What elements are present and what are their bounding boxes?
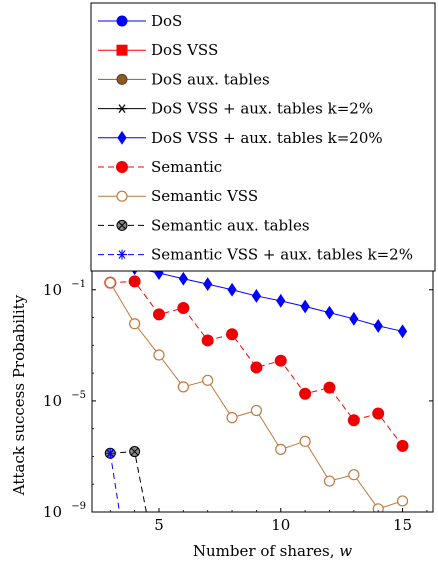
data-point: [129, 318, 141, 330]
data-point: [227, 282, 237, 297]
data-point: [178, 271, 188, 286]
data-point: [226, 412, 238, 424]
data-point: [347, 414, 360, 427]
data-point: [201, 334, 214, 347]
series-semantic-aux-tables: [104, 446, 147, 512]
legend-label: DoS VSS + aux. tables k=20%: [151, 129, 383, 147]
data-point: [372, 503, 384, 512]
x-tick-label: 15: [393, 516, 412, 534]
y-tick-exponent: −5: [71, 390, 86, 401]
data-point: [203, 277, 213, 292]
y-tick-label: 10: [43, 503, 62, 521]
data-point: [348, 469, 360, 481]
data-point: [276, 293, 286, 308]
legend-label: Semantic VSS: [151, 187, 258, 205]
data-point: [396, 495, 409, 507]
data-point: [128, 275, 141, 288]
data-point: [153, 349, 165, 361]
data-point: [202, 374, 214, 386]
data-point: [396, 439, 409, 452]
data-point: [117, 104, 127, 113]
y-tick-label: 10: [43, 281, 62, 299]
data-point: [116, 44, 128, 56]
data-point: [372, 407, 385, 420]
legend-label: DoS: [151, 12, 182, 30]
data-point: [116, 219, 128, 231]
data-point: [250, 361, 263, 374]
x-tick-label: 10: [271, 516, 290, 534]
data-point: [177, 381, 189, 393]
legend-label: DoS VSS: [151, 41, 218, 59]
legend-entry: DoS VSS + aux. tables k=2%: [98, 100, 373, 118]
axes-frame: [91, 261, 434, 513]
legend-entry: DoS VSS + aux. tables k=20%: [98, 129, 383, 147]
y-tick-exponent: −9: [71, 501, 86, 512]
series-semantic-vss: [104, 277, 409, 512]
data-point: [116, 190, 128, 202]
data-point: [177, 302, 190, 315]
data-point: [250, 404, 263, 417]
data-point: [373, 319, 383, 333]
legend-label: DoS VSS + aux. tables k=2%: [151, 100, 373, 118]
series-layer: [104, 262, 409, 512]
axes-layer: 5 10 15 10 −9 10 −5 10 −1 Number of shares, w Atta…: [10, 261, 434, 560]
legend-entry: Semantic aux. tables: [98, 216, 310, 234]
legend-label: Semantic aux. tables: [151, 216, 310, 234]
data-point: [152, 308, 165, 321]
data-point: [349, 311, 359, 326]
series-semantic: [104, 275, 409, 452]
data-point: [116, 161, 128, 173]
data-point: [117, 130, 127, 145]
data-point: [117, 249, 127, 260]
legend-entry: DoS aux. tables: [98, 70, 270, 88]
data-point: [105, 448, 116, 459]
data-point: [299, 387, 312, 400]
legend-entry: Semantic VSS + aux. tables k=2%: [98, 246, 413, 264]
x-tick-label: 5: [154, 516, 164, 534]
legend-entry: Semantic VSS: [98, 187, 258, 205]
y-tick-exponent: −1: [71, 279, 86, 290]
legend-box: [90, 2, 436, 272]
legend-label: DoS aux. tables: [151, 70, 270, 88]
y-tick-label: 10: [43, 392, 62, 410]
legend-label: Semantic: [151, 158, 222, 176]
legend: DoS DoS VSS DoS aux. tables DoS VSS + aux. …: [90, 2, 436, 272]
data-point: [323, 381, 336, 394]
data-point: [397, 324, 408, 339]
x-axis-label: Number of shares, w: [193, 542, 352, 560]
data-point: [300, 299, 310, 314]
series-line: [110, 451, 147, 512]
data-point: [299, 435, 311, 447]
series-line: [109, 453, 121, 512]
data-point: [116, 15, 128, 27]
series-semantic-vss-aux-tables-k-2-: [105, 448, 121, 512]
data-point: [323, 475, 336, 487]
data-point: [275, 443, 287, 455]
data-point: [324, 305, 335, 320]
data-point: [274, 354, 287, 367]
legend-entry: DoS VSS: [98, 41, 218, 59]
legend-entry: DoS: [98, 12, 182, 30]
data-point: [129, 446, 141, 458]
y-axis-label: Attack success Probability: [10, 294, 28, 496]
data-point: [226, 328, 239, 341]
data-point: [116, 73, 128, 85]
data-point: [104, 277, 116, 289]
legend-entry: Semantic: [98, 158, 222, 176]
data-point: [251, 289, 262, 303]
legend-label: Semantic VSS + aux. tables k=2%: [151, 246, 413, 264]
